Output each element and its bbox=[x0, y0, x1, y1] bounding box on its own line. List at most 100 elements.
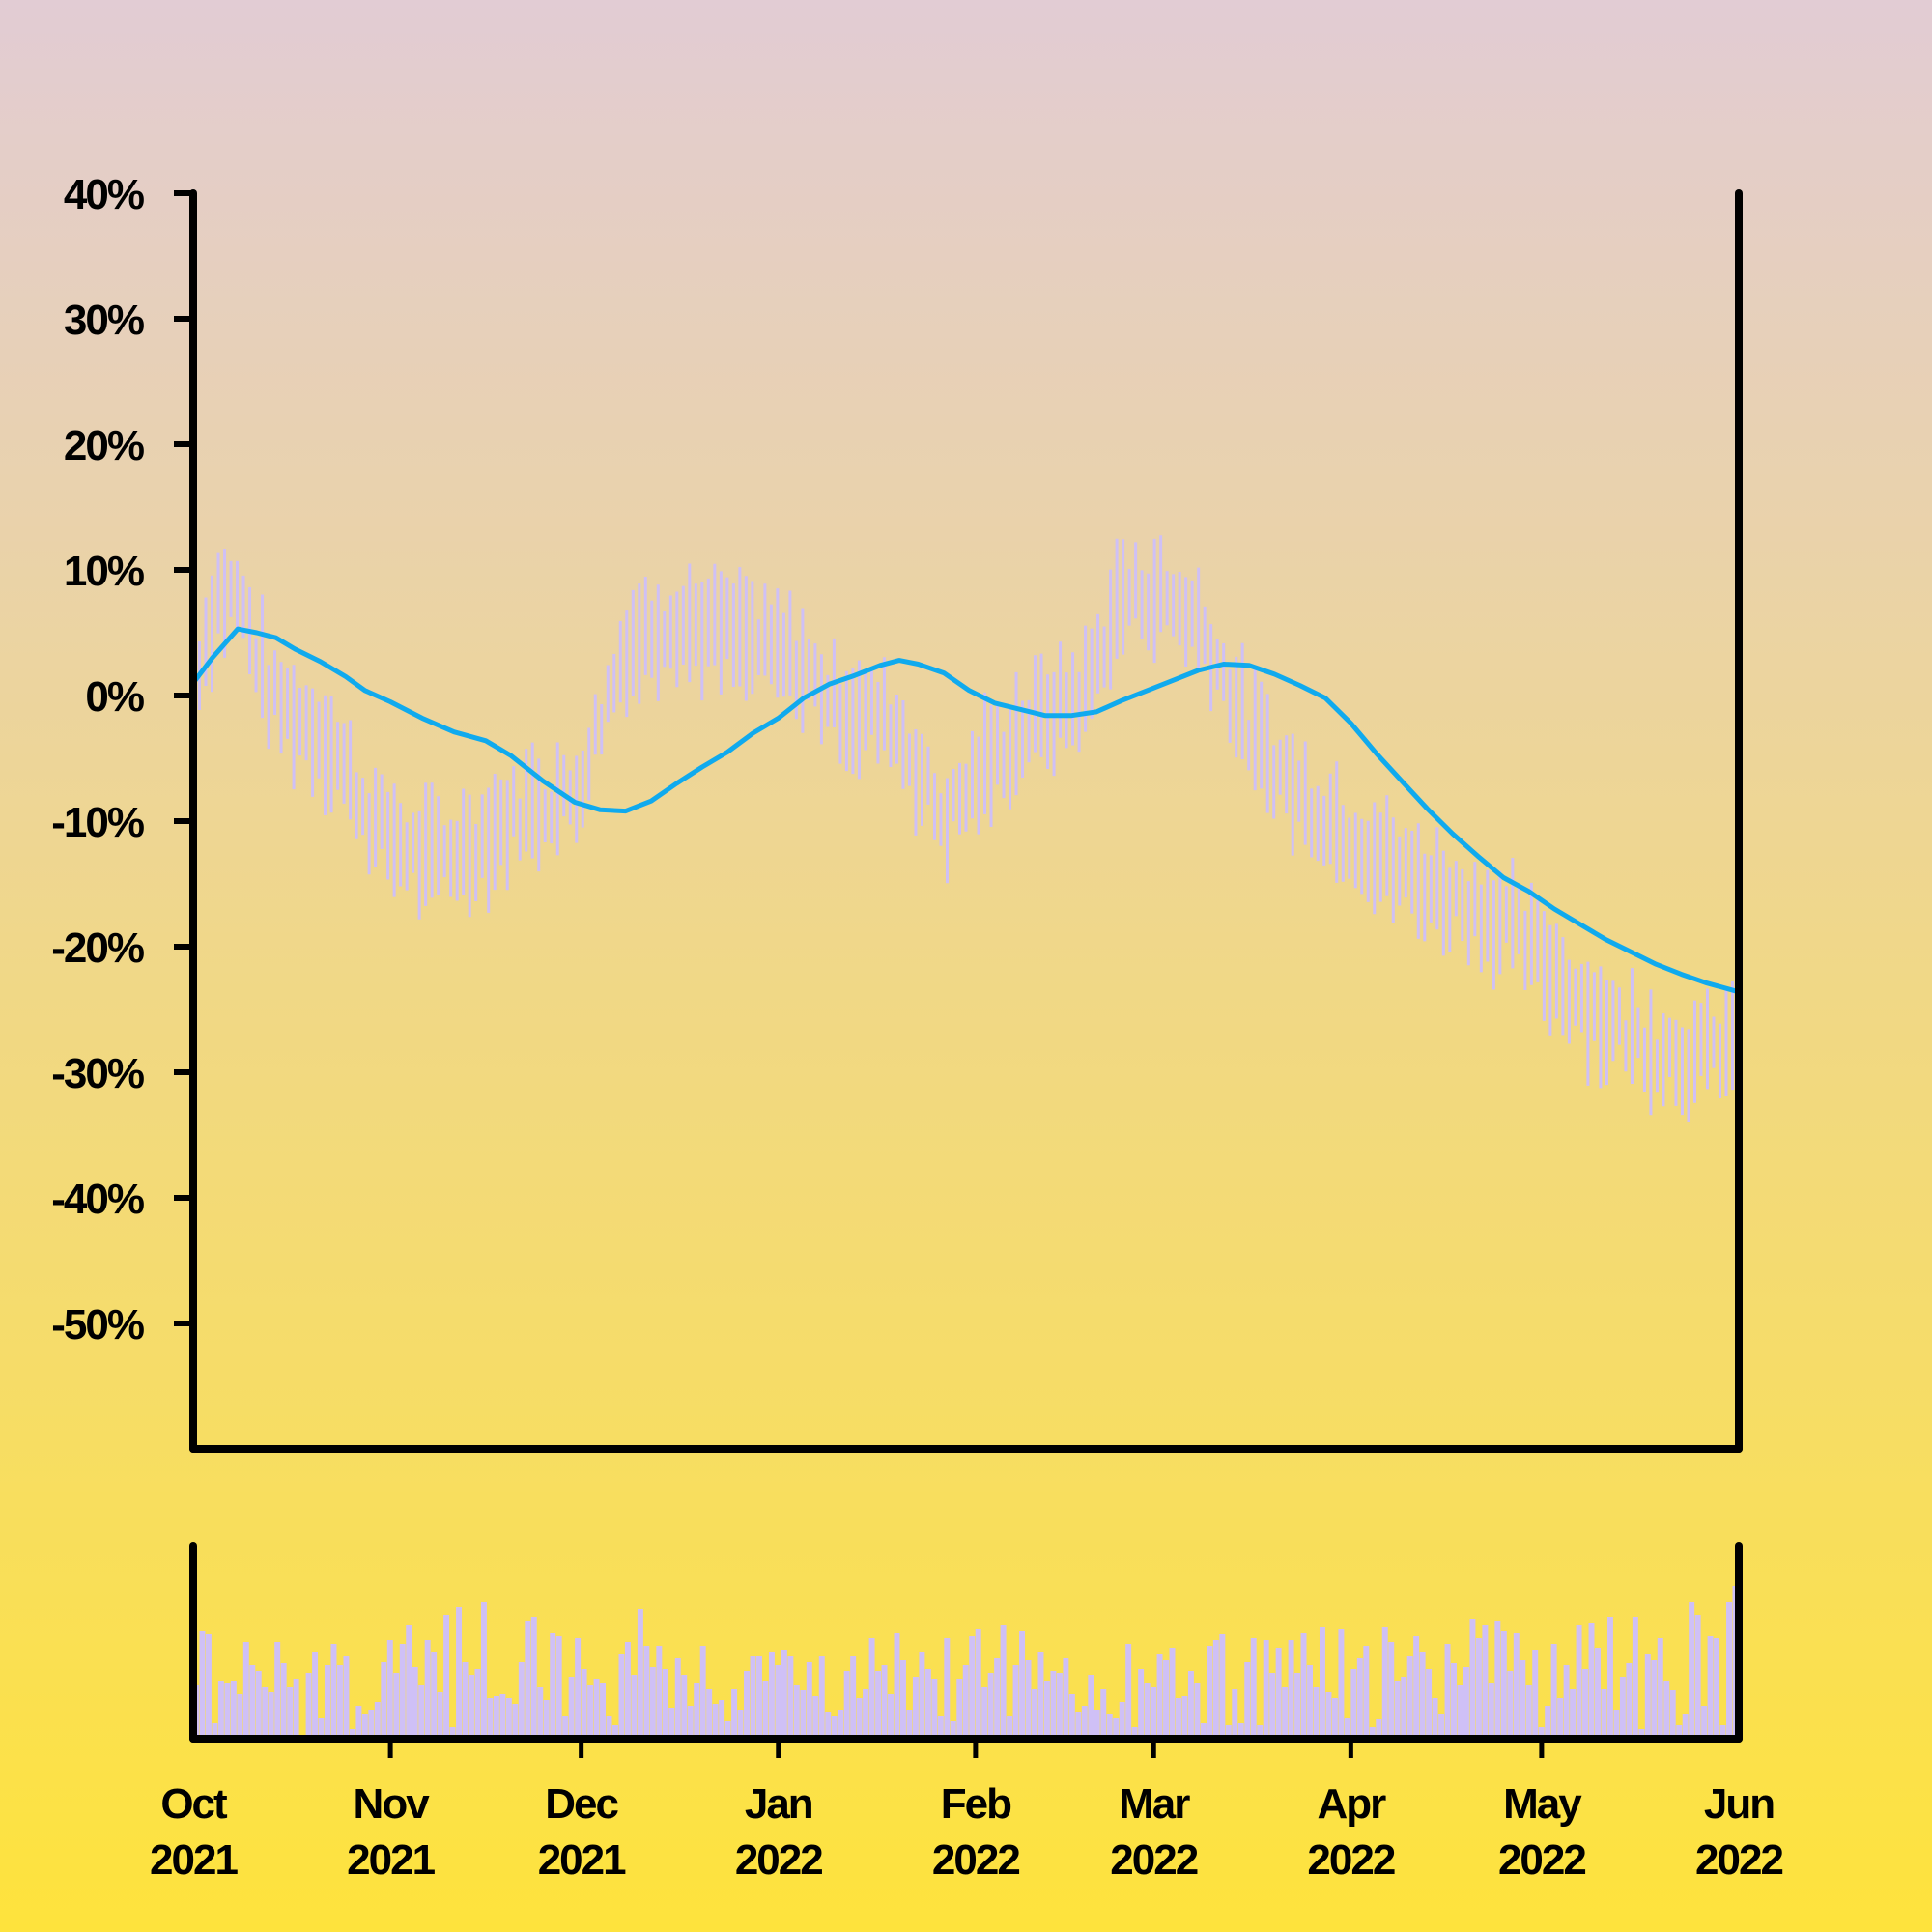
volume-bar bbox=[336, 1665, 343, 1739]
volume-bar bbox=[1570, 1689, 1577, 1739]
volume-bar bbox=[1225, 1725, 1232, 1739]
volume-bar bbox=[1613, 1710, 1620, 1739]
volume-bar bbox=[1369, 1727, 1376, 1739]
volume-bar bbox=[1601, 1689, 1607, 1739]
volume-bar bbox=[912, 1677, 919, 1739]
y-tick-label: 10% bbox=[64, 548, 144, 595]
volume-bar bbox=[199, 1631, 206, 1739]
volume-bar bbox=[1169, 1648, 1176, 1739]
volume-bar bbox=[825, 1712, 832, 1739]
volume-bar bbox=[768, 1652, 775, 1739]
volume-bar bbox=[1319, 1627, 1325, 1739]
volume-bar bbox=[1651, 1660, 1658, 1739]
volume-bar bbox=[843, 1671, 850, 1739]
volume-bar bbox=[1394, 1681, 1401, 1739]
volume-bar bbox=[1689, 1602, 1695, 1739]
volume-bar bbox=[1207, 1646, 1213, 1739]
volume-bar bbox=[1151, 1687, 1157, 1739]
volume-bar bbox=[1019, 1631, 1026, 1739]
volume-bar bbox=[1457, 1685, 1463, 1739]
volume-bar bbox=[525, 1621, 531, 1739]
volume-bar bbox=[919, 1652, 925, 1739]
y-tick-label: 0% bbox=[85, 673, 143, 721]
volume-bar bbox=[712, 1704, 719, 1739]
volume-bar bbox=[1545, 1706, 1551, 1739]
volume-bar bbox=[268, 1692, 274, 1739]
volume-bar bbox=[899, 1660, 906, 1739]
volume-bar bbox=[242, 1642, 249, 1739]
volume-bar bbox=[399, 1644, 406, 1739]
volume-bar bbox=[1413, 1636, 1420, 1739]
x-tick-label: Feb 2022 bbox=[932, 1780, 1019, 1884]
volume-bar bbox=[1525, 1685, 1532, 1739]
volume-bar bbox=[731, 1689, 738, 1739]
volume-bar bbox=[1406, 1656, 1413, 1739]
volume-bar bbox=[737, 1710, 744, 1739]
volume-bar bbox=[1619, 1677, 1626, 1739]
volume-bar bbox=[987, 1673, 994, 1739]
x-tick-label: Mar 2022 bbox=[1110, 1780, 1197, 1884]
volume-bar bbox=[612, 1725, 618, 1739]
volume-bar bbox=[1701, 1706, 1708, 1739]
volume-bar bbox=[994, 1658, 1001, 1739]
volume-bar bbox=[762, 1681, 769, 1739]
volume-bar bbox=[1475, 1638, 1482, 1739]
volume-bar bbox=[1376, 1719, 1382, 1739]
volume-bar bbox=[1194, 1683, 1201, 1739]
volume-bar bbox=[969, 1636, 976, 1739]
x-tick-label: Nov 2021 bbox=[347, 1780, 435, 1884]
volume-bar bbox=[287, 1687, 294, 1739]
volume-bar bbox=[649, 1667, 656, 1739]
volume-bar bbox=[699, 1646, 706, 1739]
volume-bar bbox=[374, 1702, 381, 1739]
volume-bar bbox=[224, 1683, 231, 1739]
volume-bar bbox=[424, 1640, 431, 1739]
volume-bar bbox=[1350, 1669, 1357, 1739]
volume-bar bbox=[1719, 1725, 1726, 1739]
volume-bar bbox=[1156, 1654, 1163, 1739]
x-tick-label: Dec 2021 bbox=[538, 1780, 626, 1884]
volume-bar bbox=[1463, 1667, 1469, 1739]
volume-bar bbox=[1138, 1669, 1145, 1739]
volume-bar bbox=[1419, 1652, 1426, 1739]
volume-bar bbox=[937, 1716, 944, 1739]
volume-bar bbox=[543, 1700, 550, 1739]
volume-bar bbox=[349, 1729, 355, 1739]
volume-bar bbox=[1438, 1714, 1445, 1739]
y-tick-label: -40% bbox=[51, 1176, 144, 1223]
volume-bar bbox=[606, 1716, 612, 1739]
volume-bar bbox=[931, 1679, 938, 1739]
volume-bar bbox=[812, 1696, 819, 1739]
volume-bar bbox=[1638, 1729, 1645, 1739]
volume-bar bbox=[781, 1650, 787, 1739]
volume-bar bbox=[1232, 1689, 1238, 1739]
volume-bar bbox=[1263, 1640, 1269, 1739]
volume-bar bbox=[1100, 1689, 1107, 1739]
volume-bar bbox=[656, 1646, 663, 1739]
volume-bar bbox=[418, 1685, 425, 1739]
volume-bar bbox=[1363, 1646, 1370, 1739]
volume-bar bbox=[793, 1685, 800, 1739]
volume-bar bbox=[1063, 1658, 1069, 1739]
volume-bar bbox=[493, 1696, 499, 1739]
volume-bar bbox=[406, 1625, 412, 1739]
volume-bar bbox=[1444, 1644, 1451, 1739]
volume-bar bbox=[487, 1698, 494, 1739]
volume-bar bbox=[1432, 1698, 1438, 1739]
ohlc-series bbox=[191, 535, 1741, 1122]
y-tick-label: 20% bbox=[64, 422, 144, 469]
volume-bar bbox=[1644, 1654, 1651, 1739]
volume-bar bbox=[863, 1689, 869, 1739]
volume-bar bbox=[412, 1667, 418, 1739]
volume-bar bbox=[1488, 1683, 1494, 1739]
volume-bar bbox=[856, 1698, 863, 1739]
volume-bar bbox=[1469, 1619, 1476, 1739]
volume-bar bbox=[1282, 1687, 1289, 1739]
volume-bar bbox=[361, 1714, 368, 1739]
volume-bar bbox=[850, 1656, 857, 1739]
volume-bar bbox=[818, 1656, 825, 1739]
volume-bar bbox=[381, 1662, 387, 1739]
volume-bar bbox=[894, 1633, 900, 1739]
volume-bar bbox=[355, 1706, 362, 1739]
